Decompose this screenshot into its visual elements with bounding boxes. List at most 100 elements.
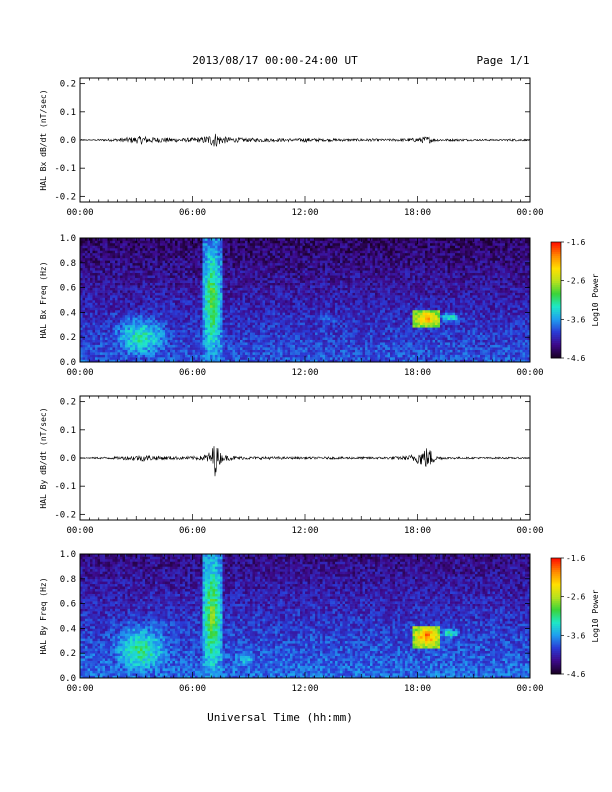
spectrogram-cell	[250, 283, 253, 286]
spectrogram-cell	[220, 290, 223, 293]
spectrogram-cell	[293, 357, 296, 360]
spectrogram-cell	[165, 320, 168, 323]
spectrogram-cell	[140, 347, 143, 350]
spectrogram-cell	[140, 240, 143, 243]
spectrogram-cell	[220, 357, 223, 360]
spectrogram-cell	[178, 332, 181, 335]
spectrogram-cell	[135, 355, 138, 358]
spectrogram-cell	[148, 315, 151, 318]
spectrogram-cell	[113, 325, 116, 328]
spectrogram-cell	[135, 265, 138, 268]
spectrogram-cell	[180, 270, 183, 273]
spectrogram-cell	[275, 290, 278, 293]
spectrogram-cell	[143, 280, 146, 283]
spectrogram-cell	[275, 285, 278, 288]
spectrogram-cell	[273, 332, 276, 335]
spectrogram-cell	[100, 255, 103, 258]
spectrogram-cell	[303, 255, 306, 258]
spectrogram-cell	[255, 270, 258, 273]
spectrogram-cell	[183, 320, 186, 323]
spectrogram-cell	[100, 293, 103, 296]
spectrogram-cell	[290, 273, 293, 276]
spectrogram-cell	[305, 345, 308, 348]
spectrogram-cell	[185, 325, 188, 328]
spectrogram-cell	[145, 307, 148, 310]
spectrogram-cell	[100, 285, 103, 288]
spectrogram-cell	[160, 253, 163, 256]
spectrogram-cell	[233, 315, 236, 318]
spectrogram-cell	[83, 302, 86, 305]
spectrogram-cell	[323, 305, 326, 308]
spectrogram-cell	[183, 352, 186, 355]
spectrogram-cell	[128, 285, 131, 288]
spectrogram-cell	[98, 327, 101, 330]
spectrogram-cell	[228, 260, 231, 263]
spectrogram-cell	[115, 355, 118, 358]
spectrogram-cell	[173, 240, 176, 243]
spectrogram-cell	[110, 263, 113, 266]
spectrogram-cell	[133, 342, 136, 345]
spectrogram-cell	[198, 347, 201, 350]
spectrogram-cell	[98, 335, 101, 338]
spectrogram-cell	[165, 310, 168, 313]
spectrogram-cell	[283, 300, 286, 303]
spectrogram-cell	[103, 298, 106, 301]
spectrogram-cell	[180, 332, 183, 335]
spectrogram-cell	[215, 310, 218, 313]
spectrogram-cell	[300, 275, 303, 278]
spectrogram-cell	[273, 285, 276, 288]
spectrogram-cell	[305, 268, 308, 271]
spectrogram-cell	[215, 307, 218, 310]
spectrogram-cell	[88, 280, 91, 283]
spectrogram-cell	[293, 340, 296, 343]
spectrogram-cell	[233, 270, 236, 273]
spectrogram-cell	[230, 347, 233, 350]
spectrogram-cell	[195, 300, 198, 303]
spectrogram-cell	[203, 317, 206, 320]
spectrogram-cell	[283, 312, 286, 315]
spectrogram-cell	[300, 248, 303, 251]
spectrogram-cell	[233, 253, 236, 256]
spectrogram-cell	[115, 327, 118, 330]
spectrogram-cell	[250, 337, 253, 340]
spectrogram-cell	[310, 355, 313, 358]
spectrogram-cell	[285, 302, 288, 305]
spectrogram-cell	[173, 250, 176, 253]
spectrogram-cell	[160, 260, 163, 263]
spectrogram-cell	[280, 290, 283, 293]
spectrogram-cell	[163, 315, 166, 318]
spectrogram-cell	[118, 322, 121, 325]
spectrogram-cell	[200, 273, 203, 276]
spectrogram-cell	[83, 312, 86, 315]
spectrogram-cell	[120, 300, 123, 303]
spectrogram-cell	[290, 280, 293, 283]
spectrogram-cell	[313, 270, 316, 273]
spectrogram-cell	[90, 310, 93, 313]
spectrogram-cell	[153, 325, 156, 328]
spectrogram-cell	[230, 265, 233, 268]
spectrogram-cell	[118, 352, 121, 355]
spectrogram-cell	[290, 290, 293, 293]
spectrogram-cell	[103, 280, 106, 283]
spectrogram-cell	[225, 325, 228, 328]
spectrogram-cell	[315, 315, 318, 318]
spectrogram-cell	[130, 278, 133, 281]
spectrogram-cell	[305, 357, 308, 360]
spectrogram-cell	[138, 265, 141, 268]
spectrogram-cell	[320, 327, 323, 330]
spectrogram-cell	[95, 322, 98, 325]
spectrogram-cell	[265, 285, 268, 288]
spectrogram-cell	[195, 253, 198, 256]
spectrogram-cell	[213, 307, 216, 310]
spectrogram-cell	[265, 332, 268, 335]
spectrogram-cell	[200, 315, 203, 318]
spectrogram-cell	[313, 245, 316, 248]
spectrogram-cell	[100, 347, 103, 350]
spectrogram-cell	[168, 253, 171, 256]
spectrogram-cell	[180, 283, 183, 286]
spectrogram-cell	[250, 250, 253, 253]
spectrogram-cell	[298, 273, 301, 276]
spectrogram-cell	[228, 263, 231, 266]
spectrogram-cell	[125, 258, 128, 261]
spectrogram-cell	[165, 305, 168, 308]
